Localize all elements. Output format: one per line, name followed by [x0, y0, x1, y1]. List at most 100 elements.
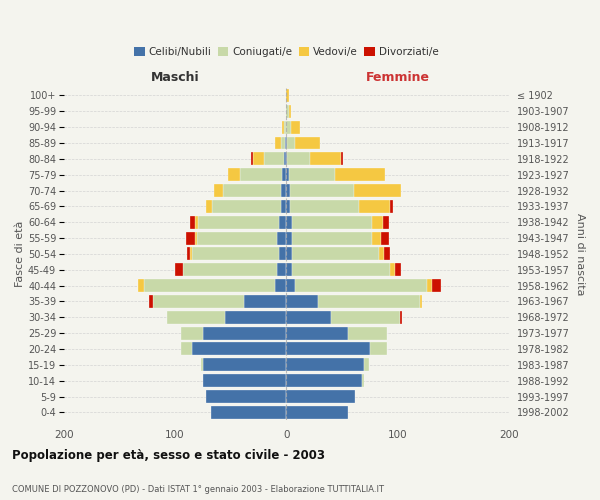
Bar	[192, 248, 278, 260]
Bar	[199, 216, 278, 228]
Bar	[292, 248, 379, 260]
Bar	[244, 295, 286, 308]
Bar	[286, 232, 292, 244]
Bar	[275, 279, 286, 292]
Bar	[214, 184, 223, 197]
Bar	[292, 232, 372, 244]
Bar	[285, 136, 286, 149]
Bar	[286, 295, 317, 308]
Bar	[206, 390, 286, 403]
Bar	[281, 136, 285, 149]
Bar	[192, 342, 286, 355]
Bar	[251, 152, 253, 166]
Bar	[239, 168, 282, 181]
Bar	[190, 248, 192, 260]
Bar	[370, 342, 386, 355]
Text: COMUNE DI POZZONOVO (PD) - Dati ISTAT 1° gennaio 2003 - Elaborazione TUTTITALIA.: COMUNE DI POZZONOVO (PD) - Dati ISTAT 1°…	[12, 485, 384, 494]
Bar	[278, 216, 286, 228]
Bar	[287, 136, 295, 149]
Bar	[203, 358, 286, 372]
Y-axis label: Fasce di età: Fasce di età	[15, 220, 25, 287]
Bar	[264, 152, 284, 166]
Bar	[289, 105, 291, 118]
Bar	[175, 264, 183, 276]
Bar	[292, 264, 390, 276]
Bar	[286, 89, 289, 102]
Bar	[286, 200, 290, 213]
Bar	[395, 264, 401, 276]
Bar	[295, 136, 320, 149]
Bar	[287, 152, 310, 166]
Bar	[400, 311, 402, 324]
Bar	[181, 342, 192, 355]
Bar	[212, 200, 281, 213]
Bar	[372, 216, 383, 228]
Bar	[195, 216, 199, 228]
Text: Femmine: Femmine	[365, 72, 430, 85]
Bar	[200, 358, 203, 372]
Bar	[275, 136, 281, 149]
Bar	[286, 326, 347, 340]
Bar	[183, 264, 277, 276]
Bar	[364, 358, 369, 372]
Bar	[390, 264, 395, 276]
Bar	[292, 216, 372, 228]
Bar	[286, 279, 295, 292]
Bar	[290, 184, 354, 197]
Bar	[286, 168, 289, 181]
Bar	[432, 279, 441, 292]
Bar	[278, 248, 286, 260]
Bar	[286, 105, 289, 118]
Bar	[354, 184, 401, 197]
Bar	[139, 279, 144, 292]
Bar	[390, 200, 393, 213]
Bar	[186, 232, 195, 244]
Bar	[286, 358, 364, 372]
Bar	[286, 311, 331, 324]
Bar	[427, 279, 432, 292]
Bar	[310, 152, 341, 166]
Bar	[144, 279, 275, 292]
Bar	[190, 216, 195, 228]
Bar	[286, 184, 290, 197]
Bar	[317, 295, 420, 308]
Bar	[286, 374, 362, 387]
Bar	[347, 326, 386, 340]
Bar	[225, 311, 286, 324]
Bar	[286, 136, 287, 149]
Y-axis label: Anni di nascita: Anni di nascita	[575, 212, 585, 295]
Bar	[206, 200, 212, 213]
Legend: Celibi/Nubili, Coniugati/e, Vedovi/e, Divorziati/e: Celibi/Nubili, Coniugati/e, Vedovi/e, Di…	[130, 43, 443, 61]
Bar	[286, 152, 287, 166]
Bar	[381, 232, 389, 244]
Bar	[335, 168, 385, 181]
Bar	[286, 406, 347, 419]
Bar	[181, 326, 203, 340]
Bar	[284, 120, 286, 134]
Bar	[359, 200, 390, 213]
Bar	[286, 390, 355, 403]
Bar	[203, 374, 286, 387]
Bar	[229, 168, 239, 181]
Bar	[153, 295, 244, 308]
Bar	[289, 168, 335, 181]
Bar	[149, 295, 153, 308]
Bar	[295, 279, 427, 292]
Bar	[420, 295, 422, 308]
Bar	[284, 152, 286, 166]
Bar	[290, 200, 359, 213]
Bar	[281, 184, 286, 197]
Bar	[286, 120, 291, 134]
Bar	[277, 232, 286, 244]
Bar	[167, 311, 225, 324]
Bar	[383, 216, 389, 228]
Bar	[286, 342, 370, 355]
Bar	[291, 120, 300, 134]
Bar	[282, 168, 286, 181]
Bar	[331, 311, 400, 324]
Bar	[211, 406, 286, 419]
Bar	[384, 248, 390, 260]
Bar	[281, 200, 286, 213]
Bar	[286, 264, 292, 276]
Bar	[362, 374, 364, 387]
